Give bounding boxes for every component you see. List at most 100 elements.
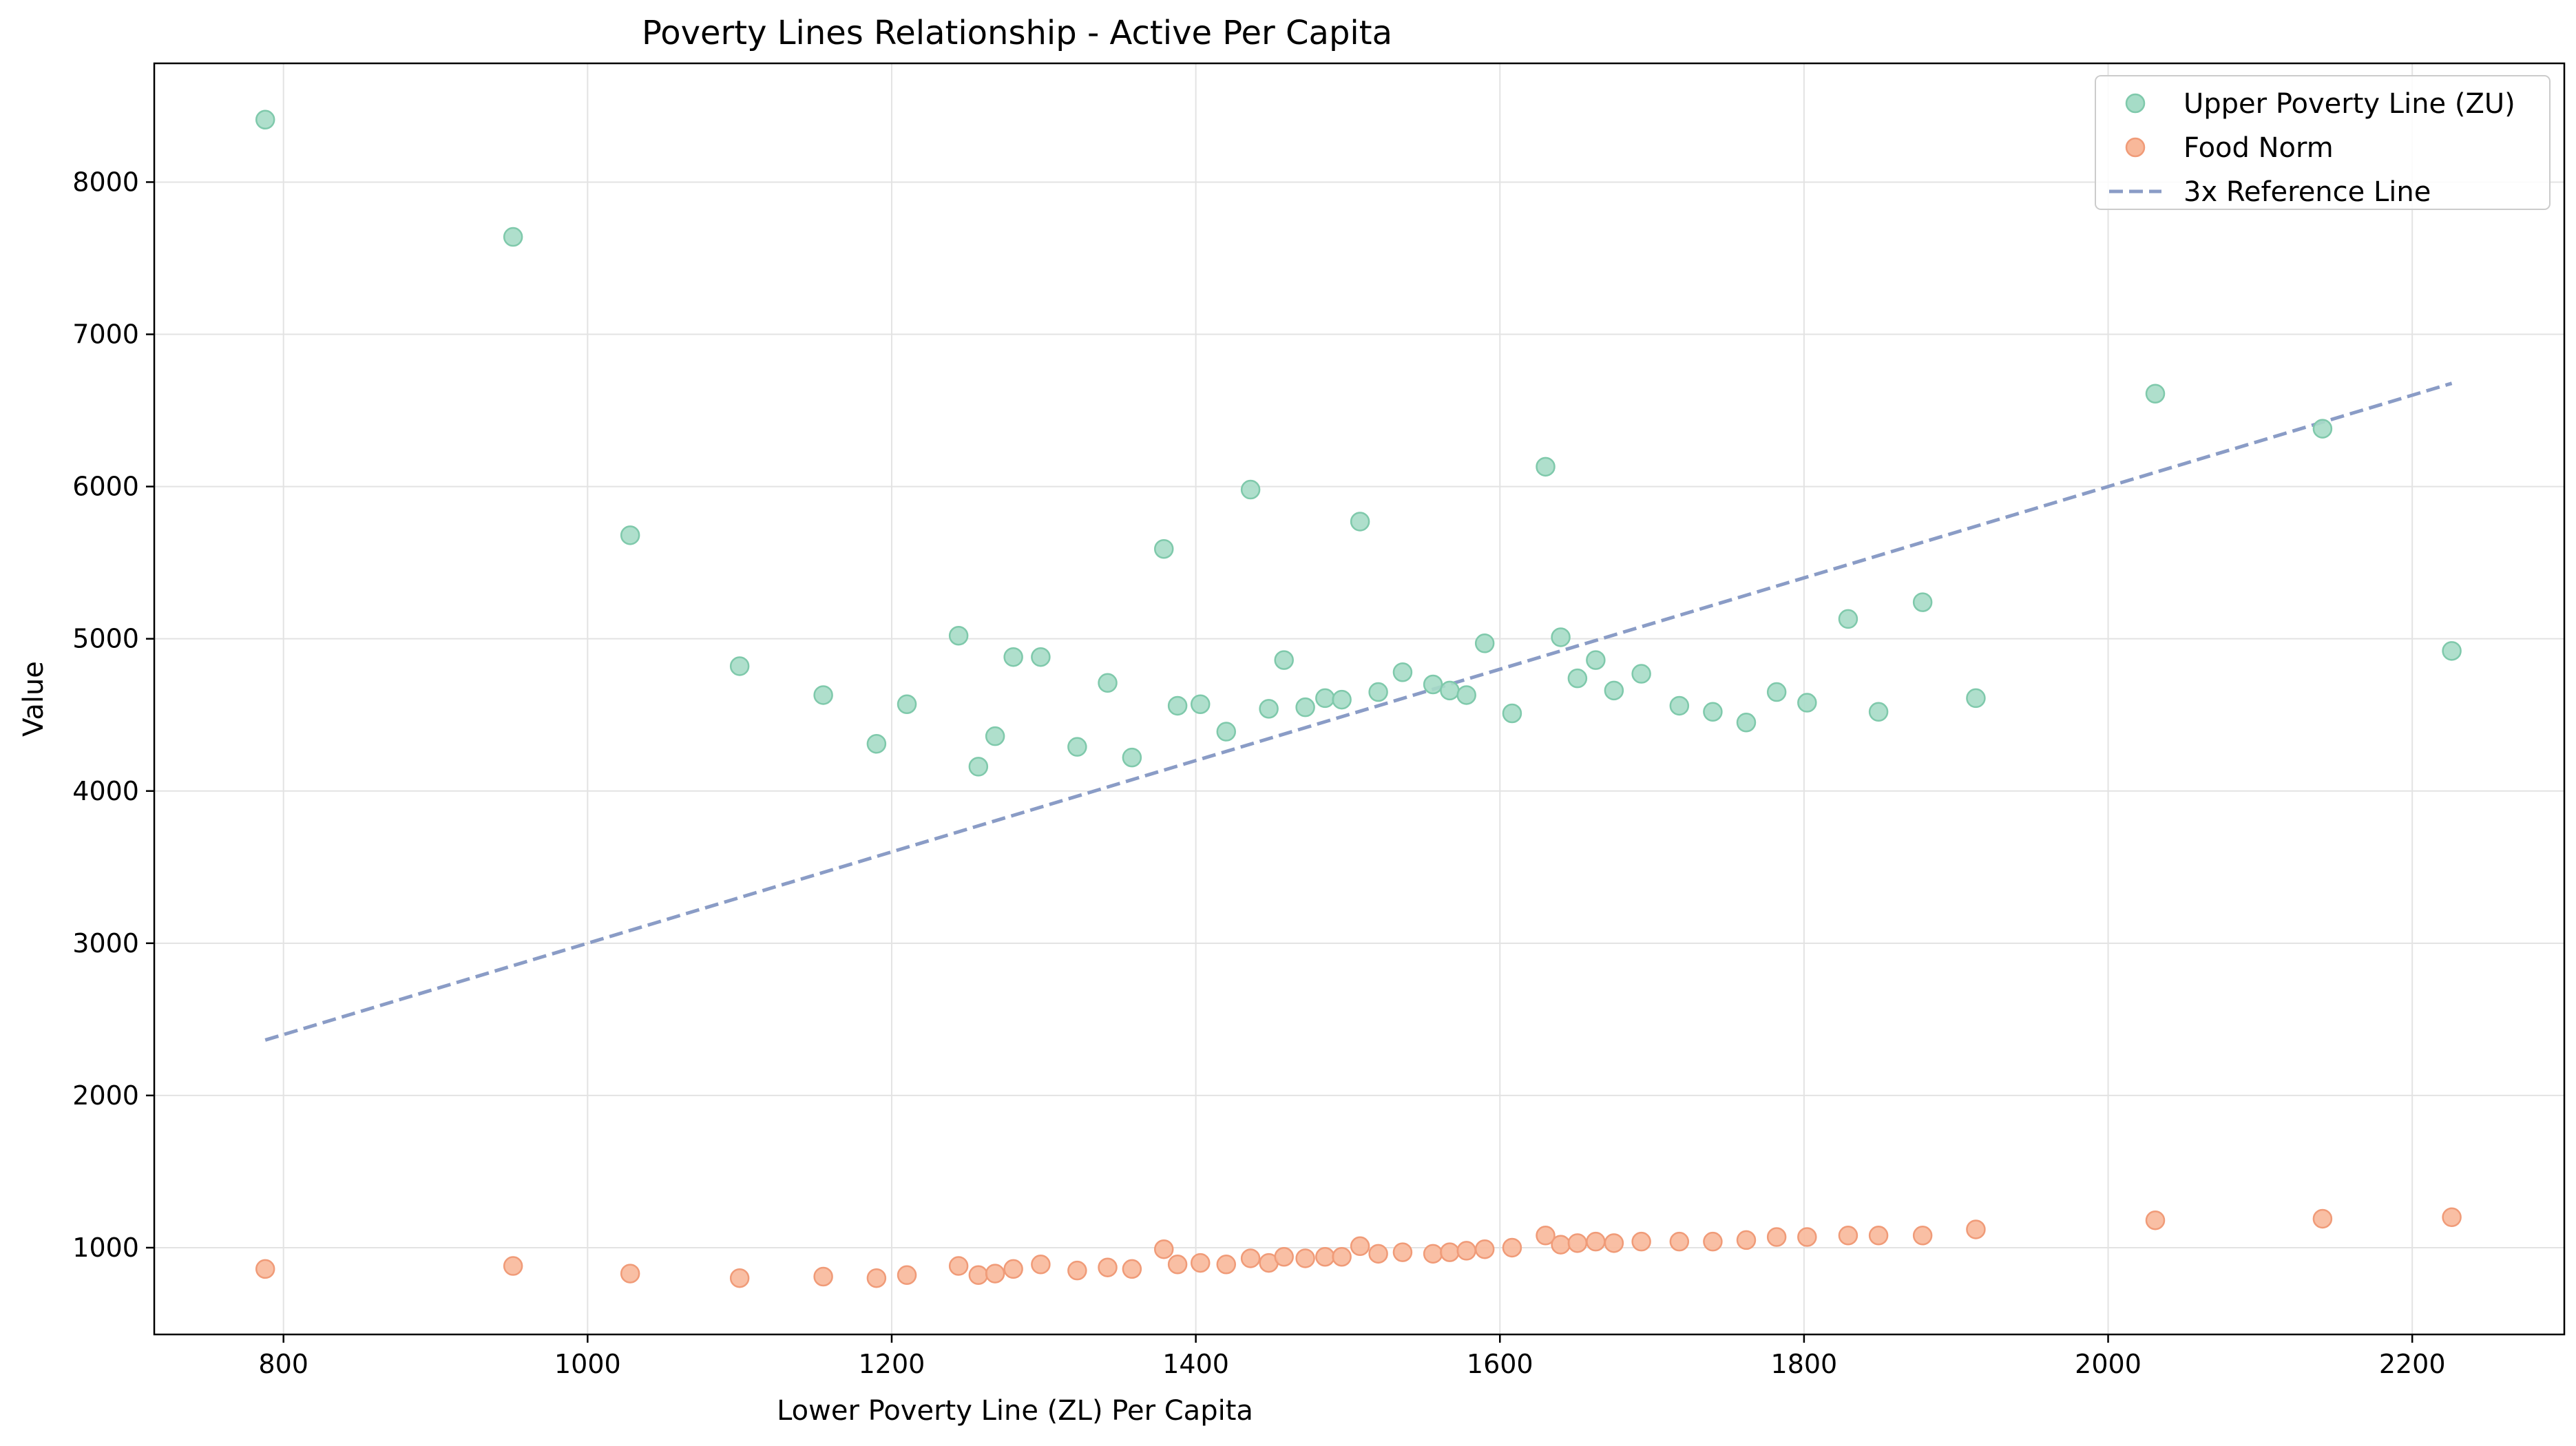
- x-axis-label: Lower Poverty Line (ZL) Per Capita: [777, 1395, 1253, 1427]
- upper-poverty-point: [1031, 647, 1051, 667]
- upper-poverty-point: [948, 626, 969, 646]
- food-norm-point: [1474, 1239, 1495, 1259]
- upper-poverty-point: [1440, 680, 1460, 701]
- reference-line-layer: [264, 381, 2453, 1042]
- upper-poverty-point: [1868, 702, 1889, 722]
- food-norm-point: [1567, 1233, 1588, 1253]
- upper-poverty-point: [813, 685, 833, 705]
- upper-poverty-point: [1216, 722, 1237, 742]
- reference-line-3x: [264, 381, 2453, 1042]
- upper-poverty-point: [1631, 664, 1651, 684]
- upper-poverty-point: [1350, 512, 1370, 532]
- food-norm-point: [729, 1268, 750, 1288]
- food-norm-point: [1167, 1255, 1188, 1275]
- upper-poverty-point: [1456, 685, 1476, 705]
- upper-poverty-point: [985, 726, 1005, 746]
- upper-poverty-point: [1167, 695, 1188, 716]
- food-norm-point: [2312, 1208, 2333, 1229]
- legend-box: [2095, 75, 2551, 210]
- chart-title: Poverty Lines Relationship - Active Per …: [642, 14, 1392, 52]
- y-tick-label: 8000: [72, 167, 139, 197]
- upper-poverty-point: [1392, 662, 1413, 682]
- y-axis-ticks: 1000 2000 3000 4000 5000 6000 7000 8000: [72, 167, 154, 1263]
- x-tick-label: 1000: [554, 1349, 621, 1379]
- upper-poverty-point: [1586, 650, 1606, 670]
- food-norm-point: [1440, 1242, 1460, 1262]
- upper-poverty-point: [2145, 384, 2166, 404]
- upper-poverty-point: [1669, 695, 1690, 716]
- x-tick-label: 1400: [1162, 1349, 1229, 1379]
- plot-area-frame: [153, 62, 2566, 1336]
- y-tick-label: 6000: [72, 472, 139, 502]
- food-norm-point: [620, 1264, 640, 1283]
- upper-poverty-point: [1315, 688, 1335, 709]
- x-tick-label: 2000: [2075, 1349, 2142, 1379]
- food-norm-point: [1736, 1230, 1757, 1250]
- food-norm-point: [1797, 1227, 1817, 1247]
- food-norm-point: [1190, 1253, 1211, 1273]
- y-tick-label: 4000: [72, 776, 139, 806]
- legend: Upper Poverty Line (ZU) Food Norm 3x Refer…: [2095, 75, 2551, 210]
- food-norm-point: [1551, 1235, 1571, 1255]
- food-norm-point: [1912, 1226, 1933, 1246]
- x-axis-ticks: 800 1000 1200 1400 1600 1800 2000 2200: [258, 1334, 2446, 1379]
- upper-poverty-point: [866, 733, 887, 754]
- food-norm-point: [968, 1265, 989, 1286]
- food-norm-point: [1604, 1233, 1624, 1253]
- food-norm-point: [948, 1256, 969, 1276]
- series-0-points: [255, 109, 2462, 777]
- food-norm-point: [1838, 1226, 1858, 1246]
- upper-poverty-point: [1259, 699, 1279, 719]
- x-tick-label: 1600: [1467, 1349, 1533, 1379]
- y-tick-label: 3000: [72, 928, 139, 958]
- food-norm-point: [1153, 1239, 1174, 1259]
- upper-poverty-point: [1003, 647, 1023, 667]
- upper-poverty-point: [1190, 694, 1211, 714]
- x-tick-label: 800: [258, 1349, 308, 1379]
- food-norm-point: [1766, 1227, 1787, 1247]
- upper-poverty-point: [503, 227, 523, 247]
- y-tick-label: 2000: [72, 1080, 139, 1111]
- food-norm-point: [1586, 1231, 1606, 1252]
- legend-entry-label: Upper Poverty Line (ZU): [2184, 88, 2515, 120]
- y-axis-label: Value: [18, 661, 50, 737]
- food-norm-point: [1669, 1231, 1690, 1252]
- upper-poverty-point: [1551, 627, 1571, 647]
- food-norm-point: [1122, 1259, 1142, 1279]
- upper-poverty-point: [1153, 538, 1174, 559]
- food-norm-point: [1502, 1237, 1522, 1258]
- legend-entry-label: Food Norm: [2184, 132, 2334, 164]
- y-tick-label: 7000: [72, 319, 139, 350]
- food-norm-point: [1631, 1231, 1651, 1252]
- upper-poverty-point: [1797, 693, 1817, 713]
- upper-poverty-point: [1567, 668, 1588, 689]
- upper-poverty-point: [1122, 747, 1142, 768]
- food-norm-point: [1456, 1241, 1476, 1261]
- food-norm-point: [1067, 1260, 1087, 1281]
- upper-poverty-point: [255, 109, 275, 130]
- upper-poverty-point: [1098, 673, 1118, 693]
- food-norm-point: [1031, 1255, 1051, 1275]
- food-norm-point: [1274, 1247, 1294, 1267]
- food-norm-point: [1703, 1231, 1723, 1252]
- food-norm-point: [1295, 1248, 1315, 1268]
- food-norm-point: [1240, 1248, 1261, 1268]
- upper-poverty-point: [968, 757, 989, 777]
- x-tick-label: 1200: [859, 1349, 925, 1379]
- food-norm-point: [1966, 1219, 1986, 1239]
- legend-circle-marker: [2125, 137, 2146, 158]
- upper-poverty-point: [1332, 689, 1352, 710]
- upper-poverty-point: [1766, 682, 1787, 702]
- upper-poverty-point: [1368, 682, 1388, 702]
- legend-entry-label: 3x Reference Line: [2184, 176, 2431, 208]
- food-norm-point: [503, 1256, 523, 1276]
- upper-poverty-point: [1604, 680, 1624, 701]
- upper-poverty-point: [2312, 419, 2333, 439]
- upper-poverty-point: [1240, 479, 1261, 500]
- food-norm-point: [2145, 1210, 2166, 1230]
- x-tick-label: 1800: [1771, 1349, 1838, 1379]
- upper-poverty-point: [1474, 633, 1495, 653]
- food-norm-point: [1003, 1259, 1023, 1279]
